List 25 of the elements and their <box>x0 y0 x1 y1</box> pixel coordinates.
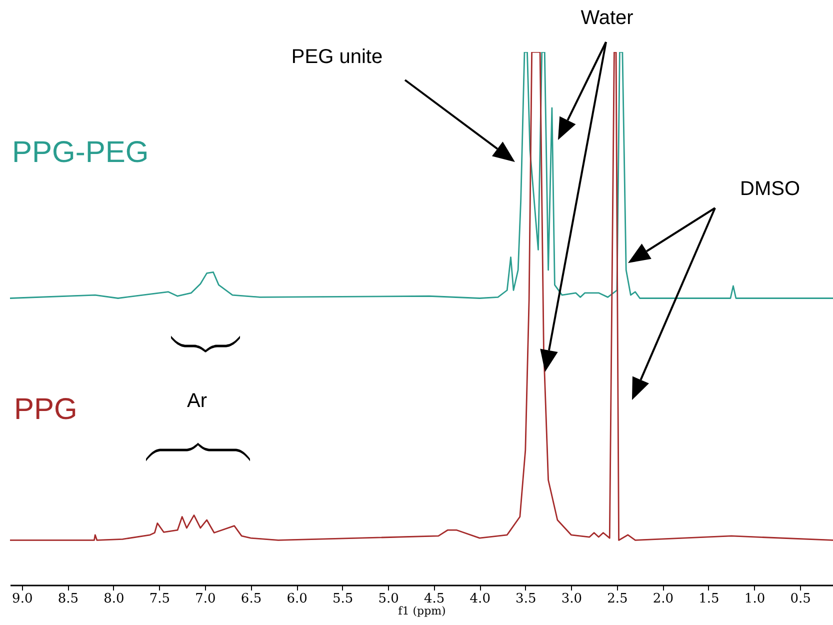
x-tick-label: 5.0 <box>378 592 399 606</box>
annotation: DMSO <box>740 178 800 201</box>
x-tick-label: 9.0 <box>12 592 33 606</box>
annotation: Ar <box>187 390 207 413</box>
x-tick-label: 4.5 <box>424 592 445 606</box>
x-tick-label: 6.5 <box>240 592 262 606</box>
x-tick-label: 6.0 <box>286 592 308 606</box>
x-tick-label: 3.0 <box>561 592 582 606</box>
x-axis-title: f1 (ppm) <box>398 604 446 618</box>
x-tick-label: 2.0 <box>652 592 674 606</box>
x-tick-label: 0.5 <box>790 592 811 606</box>
annotation: PEG unite <box>291 46 383 69</box>
x-tick-label: 8.0 <box>104 592 124 606</box>
x-tick-label: 1.0 <box>744 592 766 606</box>
x-tick-label: 5.5 <box>332 592 354 606</box>
x-tick-label: 8.5 <box>58 592 79 606</box>
x-tick-label: 1.5 <box>698 592 720 606</box>
x-tick-label: 4.0 <box>470 592 490 606</box>
x-tick-label: 2.5 <box>607 592 628 606</box>
x-tick-label: 7.5 <box>149 592 170 606</box>
x-tick-label: 3.5 <box>516 592 536 606</box>
text: PPG-PEG <box>12 136 149 170</box>
x-tick-label: 7.0 <box>195 592 216 606</box>
text: Water <box>580 7 634 30</box>
text: PPG <box>14 393 78 427</box>
